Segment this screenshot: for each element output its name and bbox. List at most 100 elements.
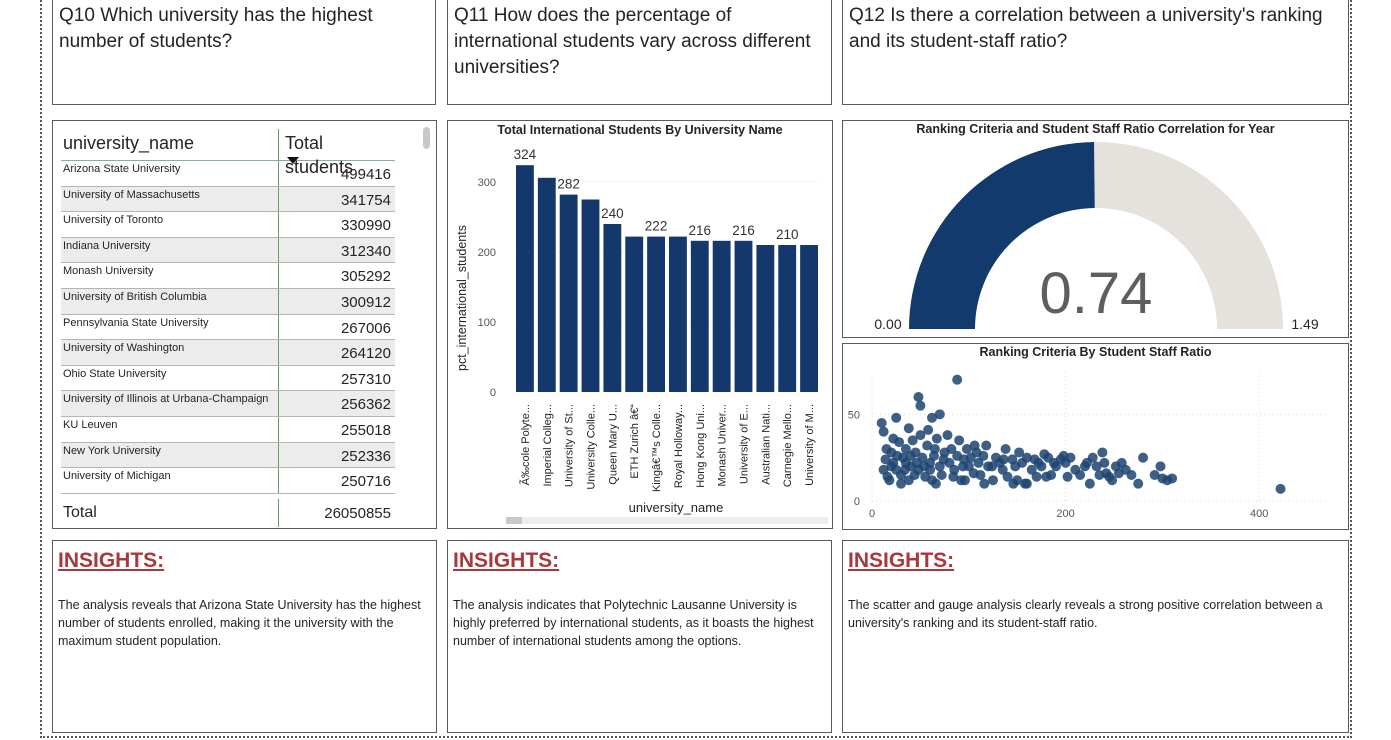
scatter-point[interactable] [1275,483,1286,494]
scatter-point[interactable] [892,450,903,461]
scatter-point[interactable] [911,457,922,468]
scatter-point[interactable] [919,461,930,472]
scatter-point[interactable] [1036,461,1047,472]
scatter-point[interactable] [1065,452,1076,463]
table-row[interactable]: Ohio State University 257310 [61,365,395,392]
table-row[interactable]: University of Washington 264120 [61,340,395,366]
scatter-point[interactable] [928,450,939,461]
scatter-point[interactable] [973,457,984,468]
bar[interactable] [712,240,731,392]
bar[interactable] [778,245,797,392]
scatter-point[interactable] [1167,473,1178,484]
scatter-point[interactable] [1075,470,1086,480]
scatter-point[interactable] [1091,461,1102,472]
bar[interactable] [537,177,556,392]
scatter-point[interactable] [936,470,947,480]
scatter-point[interactable] [1149,470,1160,480]
bar[interactable] [756,245,775,392]
scatter-point[interactable] [888,433,899,444]
scatter-point[interactable] [988,475,999,486]
scatter-point[interactable] [997,464,1008,475]
scatter-point[interactable] [927,412,938,423]
scatter-point[interactable] [1097,447,1108,458]
scatter-point[interactable] [1107,475,1118,486]
sort-descending-icon[interactable] [287,157,299,164]
scatter-point[interactable] [959,475,970,486]
bar[interactable] [603,224,622,392]
scatter-point[interactable] [882,471,893,482]
scatter-point[interactable] [961,444,972,454]
scatter-point[interactable] [958,461,968,472]
scatter-point[interactable] [1081,457,1092,468]
scatter-point[interactable] [886,461,897,472]
bar[interactable] [516,165,534,392]
scatter-point[interactable] [891,412,902,423]
bar-hscroll-thumb[interactable] [506,517,522,524]
scatter-point[interactable] [1084,478,1095,489]
bar[interactable] [669,236,687,392]
scatter-point[interactable] [979,478,990,489]
bar[interactable] [800,245,818,392]
scatter-point[interactable] [1050,461,1061,472]
scatter-point[interactable] [1041,471,1052,482]
scatter-point[interactable] [969,440,980,451]
gauge-fill[interactable] [909,142,1095,329]
scatter-point[interactable] [1099,457,1110,468]
scatter-point[interactable] [922,440,933,451]
scatter-point[interactable] [905,450,916,461]
scatter-point[interactable] [942,430,953,441]
intl-students-bar-chart[interactable]: Total International Students By Universi… [447,120,833,529]
table-row[interactable]: Monash University 305292 [61,263,395,289]
scatter-point[interactable] [876,418,887,428]
table-row[interactable]: University of British Columbia 300912 [61,288,395,315]
scatter-point[interactable] [954,435,965,446]
scatter-point[interactable] [998,454,1009,465]
scatter-point[interactable] [915,430,926,441]
scatter-point[interactable] [896,478,907,489]
bar[interactable] [581,199,600,393]
table-row[interactable]: Indiana University 312340 [61,237,395,264]
table-row[interactable]: University of Toronto 330990 [61,212,395,238]
scatter-point[interactable] [931,433,942,444]
table-scrollbar[interactable] [423,127,430,149]
bar[interactable] [734,240,753,392]
scatter-point[interactable] [899,464,910,475]
scatter-point[interactable] [907,435,918,446]
bar[interactable] [559,194,578,392]
scatter-point[interactable] [1138,452,1149,463]
scatter-point[interactable] [915,400,926,411]
scatter-point[interactable] [1155,461,1166,472]
table-row[interactable]: University of Michigan 250716 [61,468,395,494]
scatter-point[interactable] [965,452,976,463]
scatter-point[interactable] [1000,444,1011,454]
correlation-gauge[interactable]: Ranking Criteria and Student Staff Ratio… [842,120,1349,338]
table-row[interactable]: University of Illinois at Urbana-Champai… [61,391,395,417]
scatter-point[interactable] [1026,464,1037,475]
scatter-point[interactable] [913,392,924,402]
scatter-point[interactable] [909,470,920,480]
scatter-point[interactable] [948,471,959,482]
scatter-point[interactable] [880,454,891,465]
bar-hscroll-track[interactable] [506,517,828,524]
scatter-point[interactable] [934,409,945,420]
scatter-point[interactable] [1021,478,1032,489]
scatter-point[interactable] [1021,452,1032,463]
scatter-point[interactable] [923,424,934,435]
scatter-point[interactable] [981,440,992,451]
scatter-point[interactable] [987,461,998,472]
scatter-point[interactable] [903,423,914,434]
table-row[interactable]: University of Massachusetts 341754 [61,186,395,213]
scatter-point[interactable] [952,374,963,385]
column-header-university-name[interactable]: university_name [61,129,279,160]
scatter-point[interactable] [938,454,949,465]
scatter-point[interactable] [1031,471,1042,482]
scatter-point[interactable] [1014,447,1025,458]
ranking-scatter-chart[interactable]: Ranking Criteria By Student Staff Ratio … [842,343,1349,530]
scatter-point[interactable] [1101,468,1112,479]
table-row[interactable]: Arizona State University 499416 [61,161,395,187]
scatter-point[interactable] [930,478,941,489]
scatter-point[interactable] [1002,471,1013,482]
bar[interactable] [690,240,709,392]
scatter-point[interactable] [1008,478,1019,489]
scatter-point[interactable] [878,426,889,437]
